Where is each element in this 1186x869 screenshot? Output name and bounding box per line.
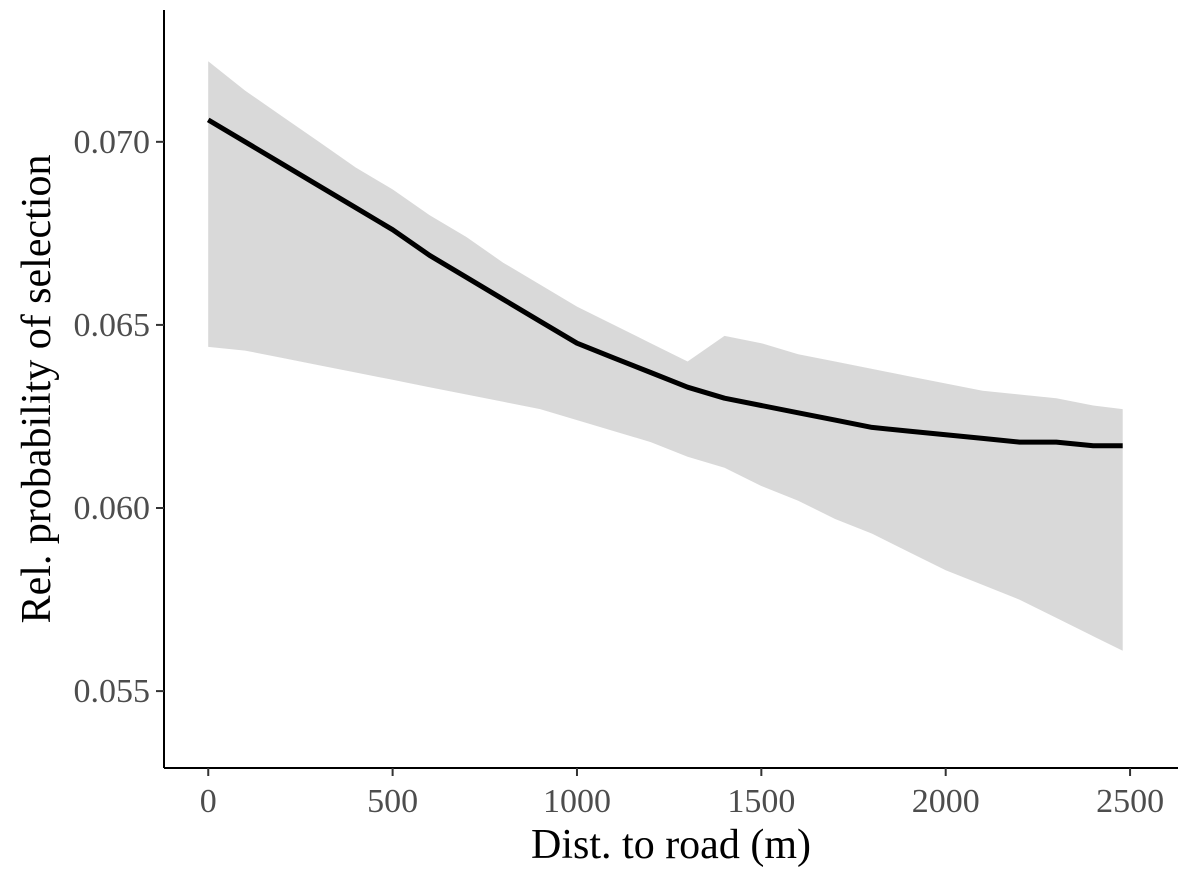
confidence-ribbon-layer xyxy=(208,61,1123,651)
x-tick-label: 1000 xyxy=(543,783,611,820)
y-tick-label: 0.070 xyxy=(74,124,151,161)
fit-line xyxy=(206,117,1123,449)
x-axis-title: Dist. to road (m) xyxy=(531,822,811,868)
y-ticks: 0.055 0.060 0.065 0.070 xyxy=(74,124,164,710)
x-tick-label: 2500 xyxy=(1096,783,1164,820)
x-tick-label: 0 xyxy=(200,783,217,820)
x-tick-label: 2000 xyxy=(912,783,980,820)
fit-line-layer xyxy=(206,117,1123,449)
y-tick-label: 0.060 xyxy=(74,490,151,527)
x-tick-label: 1500 xyxy=(727,783,795,820)
y-tick-label: 0.055 xyxy=(74,673,151,710)
x-ticks: 0 500 1000 1500 2000 2500 xyxy=(200,768,1164,820)
y-tick-label: 0.065 xyxy=(74,307,151,344)
axes xyxy=(163,10,1178,769)
confidence-ribbon xyxy=(208,61,1123,651)
y-axis-title: Rel. probability of selection xyxy=(14,155,60,624)
x-tick-label: 500 xyxy=(367,783,418,820)
